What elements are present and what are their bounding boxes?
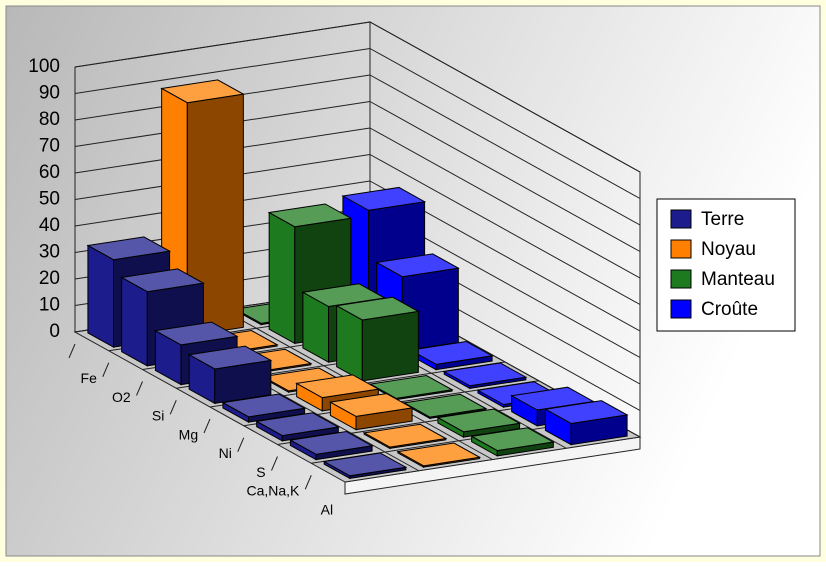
bar-face (361, 310, 419, 382)
y-tick-label: 30 (39, 242, 60, 263)
legend-swatch (670, 209, 692, 229)
x-tick-label: Ca,Na,K (246, 483, 300, 499)
grid-line (369, 101, 641, 252)
bar-face (368, 375, 454, 399)
bar (470, 427, 555, 457)
bar (328, 393, 414, 431)
bar-face (328, 393, 414, 417)
bar (288, 431, 374, 461)
x-tick (203, 418, 211, 434)
x-tick (271, 456, 278, 471)
bar-face (408, 341, 494, 365)
x-tick (136, 381, 143, 396)
bar-face (120, 268, 205, 293)
x-tick-label: S (256, 464, 265, 480)
y-tick-label: 40 (39, 215, 60, 236)
grid-line (369, 48, 641, 199)
bar-face (87, 244, 115, 348)
bar-face (187, 345, 273, 370)
y-tick-label: 60 (39, 162, 60, 183)
x-tick-label: Al (321, 501, 333, 517)
bar-face (402, 393, 488, 418)
bar-face (436, 408, 522, 433)
legend-swatch (670, 269, 692, 289)
legend-label: Croûte (701, 299, 758, 320)
x-tick (68, 343, 76, 359)
grid-line (74, 21, 371, 68)
legend-label: Noyau (701, 239, 756, 260)
bar-face (160, 79, 245, 104)
grid-line (369, 154, 641, 305)
bar (442, 362, 528, 390)
bar-face (322, 452, 408, 477)
legend-swatch (670, 299, 692, 319)
legend-swatch (670, 239, 692, 259)
bar (543, 400, 629, 446)
y-tick-label: 50 (39, 189, 60, 210)
x-tick (169, 400, 177, 415)
x-tick-label: Si (152, 408, 164, 424)
bar-face (121, 276, 148, 367)
bar (408, 341, 494, 371)
bar (187, 345, 273, 405)
grid-line (74, 48, 371, 94)
bar (436, 408, 522, 438)
x-tick (102, 362, 110, 377)
y-tick-label: 70 (39, 136, 60, 157)
bar-face (362, 423, 448, 448)
bar-face (442, 362, 528, 387)
bar-face (86, 236, 172, 261)
x-tick-label: Fe (81, 370, 98, 386)
x-tick-label: O2 (112, 389, 131, 405)
legend-label: Manteau (701, 269, 775, 290)
bar (362, 423, 448, 450)
grid-line (369, 21, 641, 173)
bar-face (288, 431, 374, 455)
bar-face (341, 186, 427, 211)
x-tick-label: Mg (179, 426, 198, 442)
bar-face (396, 442, 482, 467)
bar-face (335, 296, 420, 321)
bar (396, 442, 482, 468)
y-tick-label: 100 (28, 56, 60, 77)
bar-face (267, 203, 353, 228)
grid-line (369, 127, 641, 279)
bar (335, 296, 420, 382)
bar (322, 452, 408, 480)
x-tick-label: Ni (219, 445, 232, 461)
y-tick-label: 0 (49, 321, 60, 342)
y-tick-label: 90 (39, 83, 60, 104)
bar (221, 393, 307, 423)
bar-face (470, 427, 555, 452)
x-tick (304, 475, 312, 490)
bar-face (375, 253, 460, 278)
x-tick (237, 437, 245, 452)
bar-face (255, 412, 340, 437)
bar-face (221, 393, 307, 418)
y-tick-label: 80 (39, 109, 60, 130)
bar-face (295, 374, 380, 399)
bar-face (543, 400, 629, 424)
y-tick-label: 20 (39, 268, 60, 289)
grid-line (369, 74, 641, 226)
legend-label: Terre (701, 209, 744, 230)
bar-face (153, 321, 239, 346)
y-tick-label: 10 (39, 295, 60, 316)
bar-face (268, 211, 296, 345)
